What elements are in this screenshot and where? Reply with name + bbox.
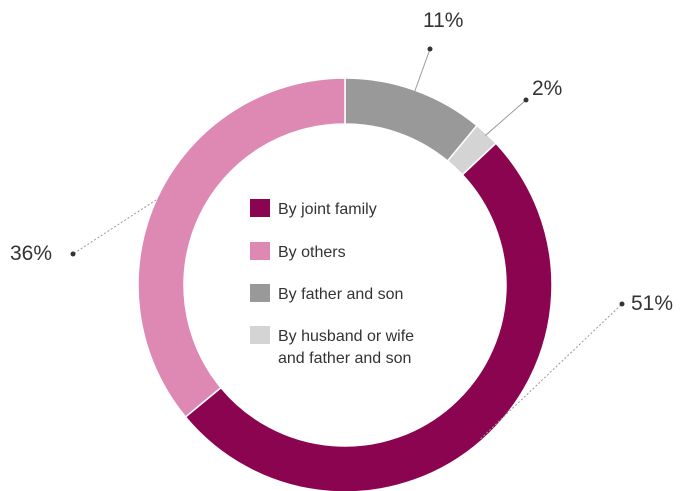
legend-swatch-by-father-and-son [250,284,270,302]
percent-label-by-joint-family: 51% [631,292,673,315]
leader-dot-by-others [70,251,76,257]
percent-label-by-husband-or-wife-and-father-and-son: 2% [532,77,562,100]
legend-label-by-father-and-son: By father and son [278,286,403,303]
percent-labels: 51% 36% 11% 2% [10,9,673,315]
leader-dot-by-father-and-son [427,46,433,52]
legend-swatch-by-husband-or-wife-and-father-and-son [250,326,270,344]
donut-slices [137,77,553,491]
legend-label-by-husband-or-wife-and-father-and-son-line2: and father and son [278,350,411,367]
legend: By joint family By others By father and so… [250,199,414,367]
leader-dot-by-husband-or-wife-and-father-and-son [523,97,529,103]
legend-swatch-by-joint-family [250,199,270,217]
legend-swatch-by-others [250,242,270,260]
legend-label-by-others: By others [278,244,346,261]
leader-lines [70,46,625,440]
leader-line-by-joint-family [480,303,623,440]
slice-by-others [137,77,346,419]
leader-line-by-husband-or-wife-and-father-and-son [485,99,527,136]
leader-line-by-father-and-son [413,48,431,93]
legend-label-by-husband-or-wife-and-father-and-son: By husband or wife [278,328,414,345]
percent-label-by-father-and-son: 11% [423,9,463,32]
percent-label-by-others: 36% [10,242,52,265]
leader-dot-by-joint-family [619,301,625,307]
legend-label-by-joint-family: By joint family [278,201,377,218]
slice-by-joint-family [184,142,553,491]
leader-line-by-others [72,197,160,255]
